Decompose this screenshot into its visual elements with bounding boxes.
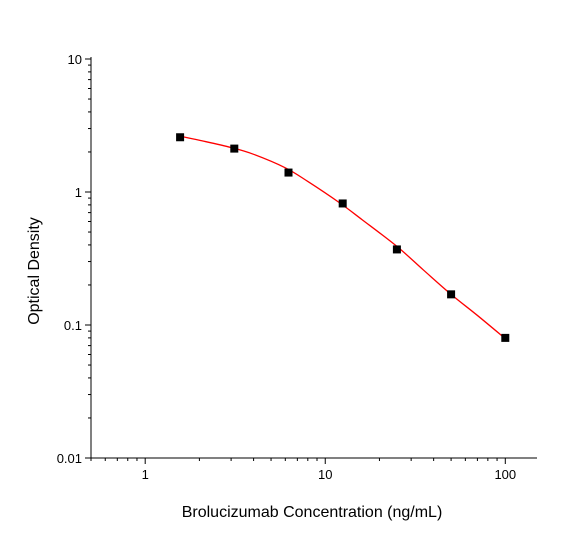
data-point <box>284 168 293 177</box>
y-tick-label: 10 <box>68 52 82 67</box>
axes: 1 10 100 0.01 0.1 1 10 <box>57 52 537 482</box>
x-tick-label: 10 <box>318 467 332 482</box>
y-tick-label: 1 <box>75 185 82 200</box>
data-point <box>176 133 185 142</box>
data-point <box>338 199 347 208</box>
data-point <box>392 245 401 254</box>
x-tick-label: 1 <box>142 467 149 482</box>
fit-curve-line <box>179 135 506 340</box>
fit-curve-layer <box>179 135 506 340</box>
data-point <box>501 333 510 342</box>
x-axis-title: Brolucizumab Concentration (ng/mL) <box>182 504 443 521</box>
x-tick-label: 100 <box>494 467 516 482</box>
y-tick-label: 0.1 <box>64 318 82 333</box>
data-point <box>447 290 456 299</box>
y-tick-label: 0.01 <box>57 451 82 466</box>
data-points-layer <box>176 133 510 342</box>
y-axis-title: Optical Density <box>26 217 43 325</box>
data-point <box>230 144 239 153</box>
